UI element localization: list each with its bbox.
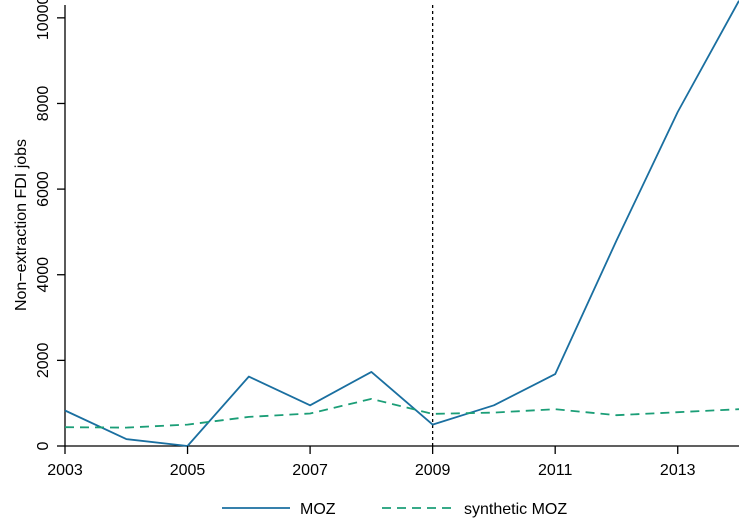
x-tick-label: 2011	[538, 462, 573, 479]
y-tick-label: 6000	[35, 171, 52, 207]
y-ticks: 0 2000 4000 6000 8000 10000	[35, 0, 65, 450]
y-tick-label: 10000	[35, 0, 52, 40]
series-line-synthetic-moz	[64, 397, 739, 429]
series-group	[64, 0, 739, 447]
x-tick-label: 2007	[292, 462, 328, 479]
legend-label: MOZ	[300, 501, 336, 518]
y-axis-label: Non−extraction FDI jobs	[13, 139, 30, 311]
y-tick-label: 2000	[35, 342, 52, 378]
y-tick-label: 0	[35, 441, 52, 450]
series-line-moz	[64, 0, 739, 447]
y-tick-label: 8000	[35, 86, 52, 122]
legend: MOZ synthetic MOZ	[222, 501, 567, 518]
x-ticks: 2003 2005 2007 2009 2011 2013	[47, 446, 696, 479]
x-tick-label: 2009	[415, 462, 451, 479]
y-tick-label: 4000	[35, 257, 52, 293]
x-tick-label: 2003	[47, 462, 83, 479]
legend-label: synthetic MOZ	[464, 501, 567, 518]
x-tick-label: 2013	[660, 462, 696, 479]
x-tick-label: 2005	[170, 462, 206, 479]
axes	[64, 5, 739, 447]
